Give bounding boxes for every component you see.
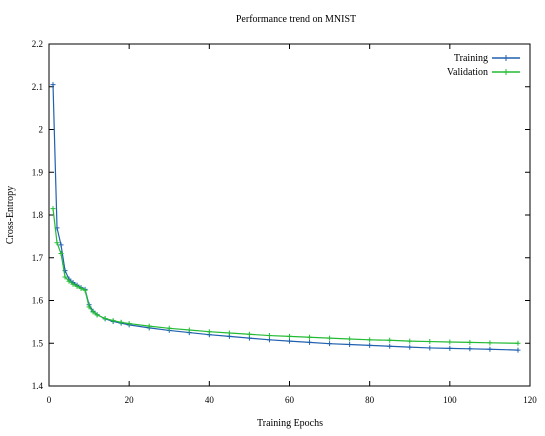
- series-point-validation: [347, 336, 353, 342]
- y-tick-label: 1.5: [32, 338, 44, 348]
- series-point-validation: [146, 323, 152, 329]
- y-tick-label: 1.8: [32, 210, 44, 220]
- series-point-validation: [206, 329, 212, 335]
- y-tick-label: 2: [39, 125, 44, 135]
- series-point-validation: [126, 321, 132, 327]
- series-point-validation: [487, 340, 493, 346]
- series-point-training: [266, 337, 272, 343]
- plot-area: 0 20 40 60 80 100 120 1.4 1.5 1.6 1.7 1.8 1.9 2 2.1 2.2…: [32, 39, 538, 405]
- y-tick-label: 1.9: [32, 167, 44, 177]
- chart-title: Performance trend on MNIST: [236, 14, 356, 25]
- x-tick-label: 0: [47, 395, 52, 405]
- series-point-validation: [246, 331, 252, 337]
- y-tick-label: 2.1: [32, 82, 43, 92]
- series-point-validation: [387, 337, 393, 343]
- y-tick-label: 1.6: [32, 296, 44, 306]
- legend-label-validation: Validation: [447, 67, 488, 78]
- series-point-validation: [307, 334, 313, 340]
- series-point-validation: [226, 330, 232, 336]
- series-point-validation: [266, 333, 272, 339]
- series-point-training: [467, 346, 473, 352]
- x-tick-label: 40: [205, 395, 215, 405]
- legend-marker-training: [503, 55, 509, 61]
- series-point-validation: [86, 304, 92, 310]
- series-line-validation: [52, 208, 518, 344]
- series-point-validation: [407, 338, 413, 344]
- y-tick-label: 1.4: [32, 381, 44, 391]
- series-point-training: [407, 344, 413, 350]
- series-point-training: [447, 345, 453, 351]
- series-point-validation: [186, 327, 192, 333]
- series-line-training: [52, 84, 518, 351]
- series-point-training: [327, 341, 333, 347]
- series-point-training: [347, 342, 353, 348]
- legend-label-training: Training: [454, 53, 488, 64]
- series-point-validation: [327, 335, 333, 341]
- x-tick-label: 120: [523, 395, 537, 405]
- x-tick-label: 20: [125, 395, 135, 405]
- series-point-validation: [367, 337, 373, 343]
- series-point-training: [307, 339, 313, 345]
- series-point-validation: [166, 325, 172, 331]
- series-point-training: [50, 82, 56, 88]
- series-point-validation: [50, 206, 56, 212]
- series-point-validation: [54, 240, 60, 246]
- series-point-validation: [78, 286, 84, 292]
- series-point-validation: [70, 281, 76, 287]
- series-point-validation: [118, 319, 124, 325]
- series-point-validation: [94, 312, 100, 318]
- series-point-training: [487, 346, 493, 352]
- series-point-validation: [447, 339, 453, 345]
- series-point-validation: [66, 278, 72, 284]
- series-point-training: [515, 347, 521, 353]
- series-point-training: [427, 345, 433, 351]
- series-point-training: [367, 342, 373, 348]
- series-point-validation: [82, 287, 88, 293]
- y-tick-label: 2.2: [32, 39, 43, 49]
- x-axis-label: Training Epochs: [257, 418, 323, 429]
- series-point-validation: [74, 283, 80, 289]
- series-point-validation: [110, 318, 116, 324]
- x-tick-label: 80: [365, 395, 375, 405]
- series-point-validation: [90, 309, 96, 315]
- series-point-training: [58, 242, 64, 248]
- legend-marker-validation: [503, 69, 509, 75]
- series-point-training: [287, 338, 292, 344]
- y-tick-label: 1.7: [32, 253, 44, 263]
- series-point-validation: [58, 250, 64, 256]
- x-tick-label: 100: [443, 395, 457, 405]
- series-point-validation: [427, 339, 433, 345]
- x-tick-label: 60: [285, 395, 295, 405]
- y-axis-label: Cross-Entropy: [5, 186, 16, 244]
- series-point-validation: [287, 333, 292, 339]
- series-point-validation: [102, 315, 108, 321]
- series-point-validation: [515, 340, 521, 346]
- series-point-validation: [467, 339, 473, 345]
- series-point-training: [387, 343, 393, 349]
- series-point-validation: [62, 274, 68, 280]
